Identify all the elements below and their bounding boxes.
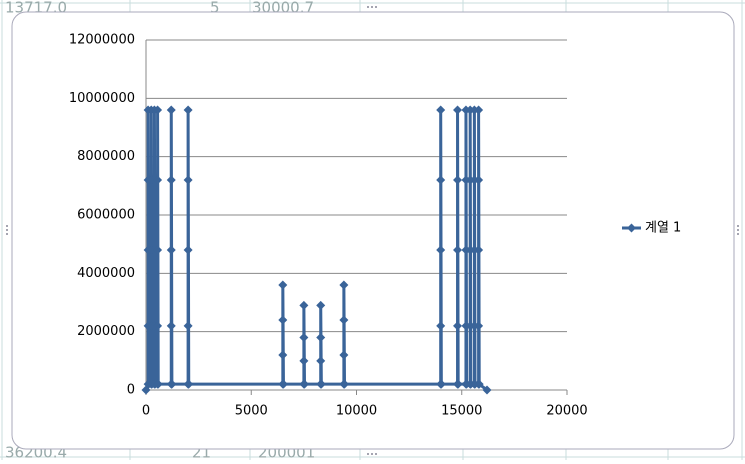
marker: [436, 105, 446, 115]
marker: [153, 321, 163, 331]
marker: [453, 245, 463, 255]
marker: [153, 105, 163, 115]
marker: [339, 280, 349, 290]
marker: [453, 175, 463, 185]
y-tick-label: 10000000: [69, 91, 135, 106]
marker: [339, 350, 349, 360]
marker: [316, 333, 326, 342]
marker: [474, 321, 484, 331]
marker: [453, 379, 463, 389]
marker: [153, 245, 163, 255]
marker: [183, 245, 193, 255]
marker: [278, 379, 288, 389]
x-tick-label: 20000: [546, 404, 587, 419]
marker: [299, 300, 309, 310]
marker: [166, 245, 176, 255]
x-tick-label: 15000: [441, 404, 482, 419]
y-tick-label: 8000000: [77, 149, 135, 164]
legend-label: 계열 1: [645, 221, 681, 236]
marker: [166, 175, 176, 185]
marker: [482, 385, 492, 395]
marker: [278, 350, 288, 360]
marker: [340, 379, 350, 389]
marker: [474, 245, 484, 255]
marker: [153, 175, 163, 185]
marker: [339, 315, 349, 325]
marker: [183, 105, 193, 115]
marker: [316, 356, 326, 366]
marker: [166, 105, 176, 115]
marker: [166, 321, 176, 331]
series-line: [144, 108, 488, 392]
marker: [474, 105, 484, 115]
cell-text: 5: [210, 0, 220, 17]
marker: [436, 245, 446, 255]
resize-handles: [6, 6, 739, 455]
legend-marker: [627, 223, 636, 233]
y-tick-label: 4000000: [77, 266, 135, 281]
marker: [436, 321, 446, 331]
marker: [153, 379, 163, 389]
x-tick-label: 10000: [336, 404, 377, 419]
marker: [316, 300, 326, 310]
marker: [278, 315, 288, 325]
marker: [278, 280, 288, 290]
marker: [184, 379, 194, 389]
plot-area: 0 2000000 4000000 6000000 8000000 10000000 120…: [69, 33, 682, 419]
marker: [474, 379, 484, 389]
marker: [299, 333, 309, 342]
marker: [474, 175, 484, 185]
y-tick-label: 2000000: [77, 324, 135, 339]
x-tick-label: 0: [142, 404, 150, 419]
chart-frame[interactable]: [11, 11, 735, 450]
marker: [183, 321, 193, 331]
marker: [453, 321, 463, 331]
marker: [183, 175, 193, 185]
marker: [436, 175, 446, 185]
marker: [167, 379, 177, 389]
marker: [299, 356, 309, 366]
y-tick-label: 12000000: [69, 33, 135, 48]
marker: [436, 379, 446, 389]
y-tick-label: 6000000: [77, 208, 135, 223]
marker: [316, 379, 326, 389]
x-tick-label: 5000: [235, 404, 268, 419]
marker: [300, 379, 310, 389]
marker: [453, 105, 463, 115]
y-tick-label: 0: [127, 383, 135, 398]
